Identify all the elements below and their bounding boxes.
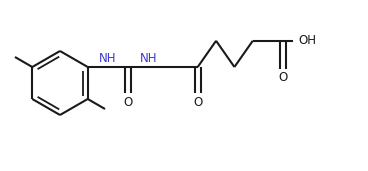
Text: OH: OH <box>299 34 317 47</box>
Text: NH: NH <box>140 51 158 64</box>
Text: O: O <box>193 95 202 109</box>
Text: O: O <box>278 71 287 84</box>
Text: NH: NH <box>99 51 116 64</box>
Text: O: O <box>123 95 132 109</box>
